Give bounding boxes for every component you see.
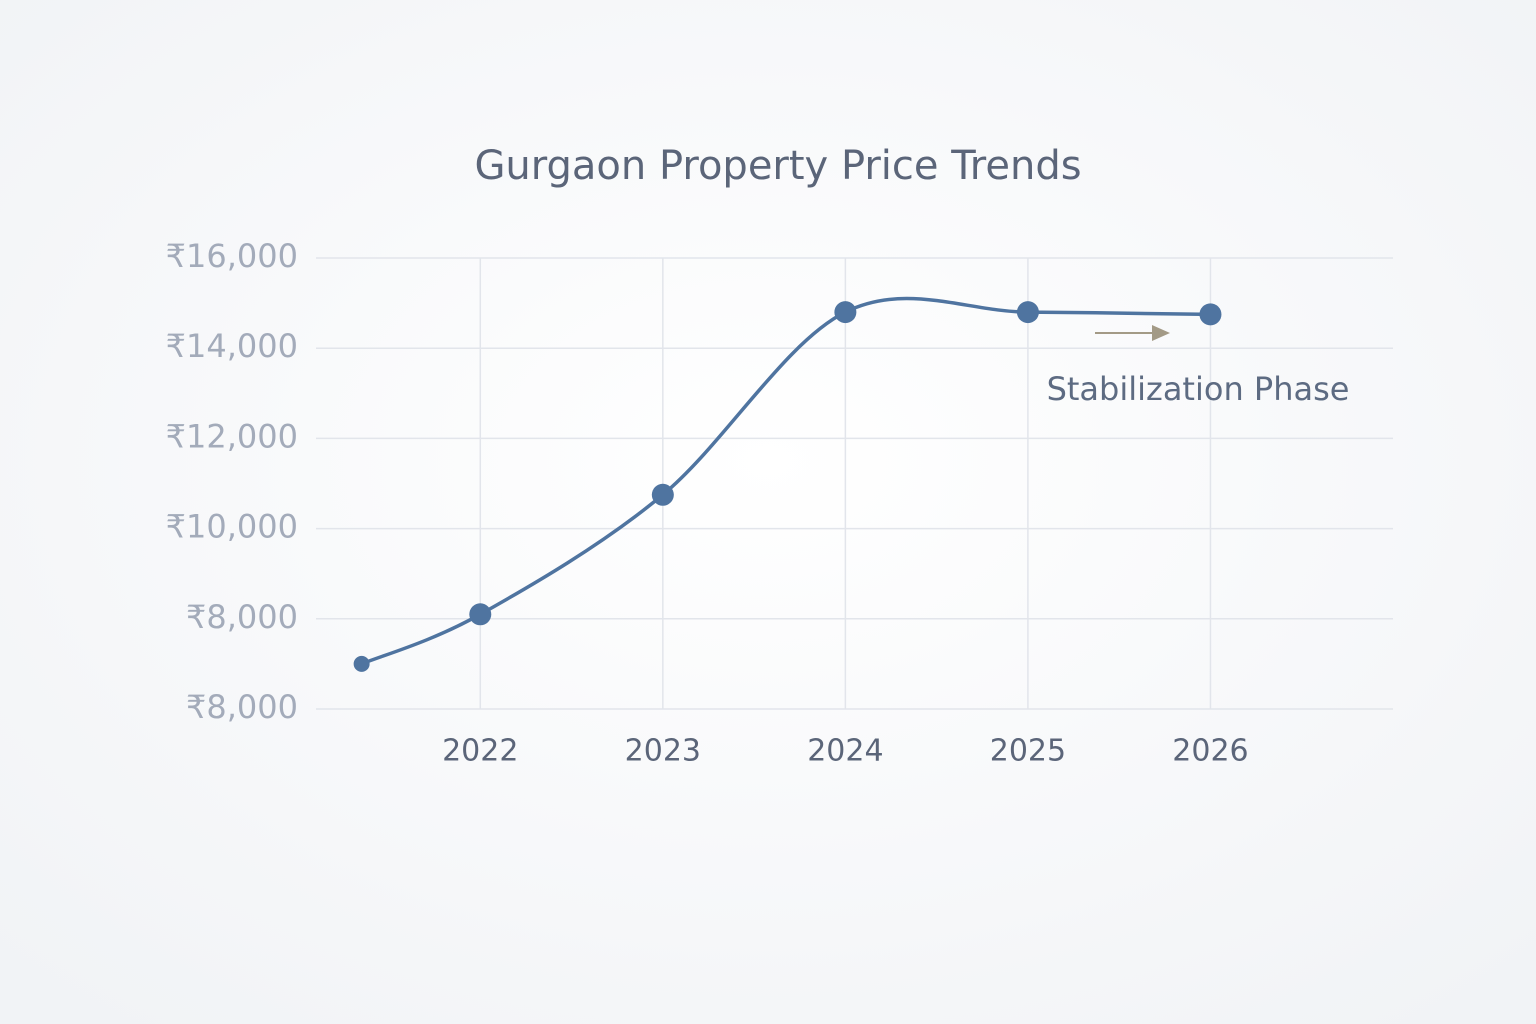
annotation-arrowhead [1152, 325, 1170, 341]
annotation: Stabilization Phase [1047, 370, 1350, 408]
y-tick-label: ₹8,000 [186, 688, 298, 726]
x-tick-label: 2022 [442, 734, 518, 769]
chart-title: Gurgaon Property Price Trends [474, 143, 1081, 189]
x-tick-label: 2025 [990, 734, 1066, 769]
y-tick-label: ₹12,000 [166, 417, 298, 455]
x-tick-label: 2024 [807, 734, 883, 769]
y-tick-label: ₹8,000 [186, 598, 298, 636]
y-tick-label: ₹16,000 [166, 237, 298, 275]
point [469, 603, 492, 626]
point [651, 483, 674, 506]
point [1016, 301, 1039, 324]
y-tick-label: ₹10,000 [166, 508, 298, 546]
point [834, 301, 857, 324]
x-tick-label: 2026 [1172, 734, 1248, 769]
point [353, 655, 370, 672]
y-tick-label: ₹14,000 [166, 327, 298, 365]
x-tick-label: 2023 [625, 734, 701, 769]
point [1199, 303, 1222, 326]
grid [316, 257, 1393, 710]
